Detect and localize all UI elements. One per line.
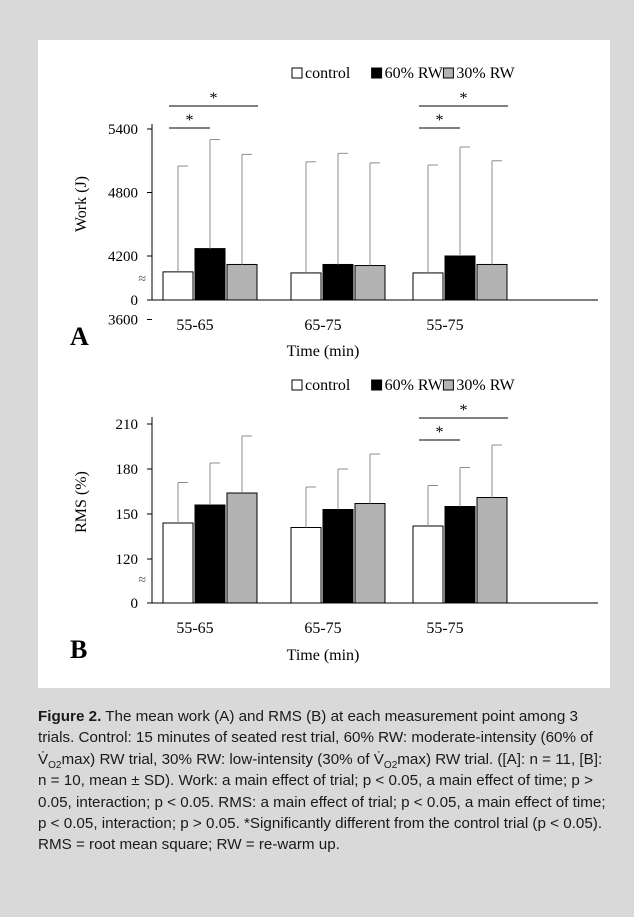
y-tick-label: 3600 bbox=[108, 313, 138, 329]
category-label: 55-65 bbox=[176, 620, 213, 637]
y-tick-label: 120 bbox=[116, 552, 139, 568]
y-tick-label: 180 bbox=[116, 462, 139, 478]
caption-sub-2: O bbox=[383, 759, 392, 771]
y-tick-label: 5400 bbox=[108, 122, 138, 138]
bar bbox=[194, 504, 226, 604]
x-axis-label: Time (min) bbox=[287, 647, 360, 664]
bar-charts: 5400 4800 4200 3600 0 ≈ Work (J) 55-65 65-75 55-7… bbox=[70, 65, 598, 664]
y-tick-label: 4200 bbox=[108, 249, 138, 265]
bar bbox=[290, 272, 322, 301]
caption-text-3: max) RW trial. ([A]: n = 11, [B]: n = 10… bbox=[38, 750, 606, 854]
legend-swatch bbox=[371, 379, 383, 391]
caption-sub-1b: 2 bbox=[55, 759, 62, 771]
legend-swatch bbox=[371, 67, 383, 79]
legend-label: control bbox=[305, 377, 351, 394]
bar bbox=[412, 525, 444, 604]
significance-star: * bbox=[436, 424, 444, 441]
bar bbox=[226, 263, 258, 301]
caption-text-1: The mean work (A) and RMS (B) at each me… bbox=[38, 708, 593, 768]
panel-label: B bbox=[70, 635, 87, 664]
category-label: 55-65 bbox=[176, 317, 213, 334]
axis-break-symbol: ≈ bbox=[138, 573, 146, 588]
legend-label: control bbox=[305, 65, 351, 82]
legend-swatch bbox=[291, 379, 303, 391]
category-label: 65-75 bbox=[304, 317, 341, 334]
category-label: 65-75 bbox=[304, 620, 341, 637]
bar bbox=[162, 522, 194, 604]
bar bbox=[476, 497, 508, 604]
significance-star: * bbox=[186, 112, 194, 129]
bar bbox=[290, 527, 322, 604]
legend-label: 30% RW bbox=[456, 65, 515, 82]
legend-swatch bbox=[291, 67, 303, 79]
caption-sub-1: O bbox=[48, 759, 56, 771]
legend-label: 30% RW bbox=[456, 377, 515, 394]
bar bbox=[162, 271, 194, 301]
bar bbox=[354, 503, 386, 604]
bar bbox=[412, 272, 444, 301]
y-tick-label: 150 bbox=[116, 507, 139, 523]
significance-star: * bbox=[210, 90, 218, 107]
legend-label: 60% RW bbox=[385, 65, 444, 82]
axis-break-symbol: ≈ bbox=[138, 272, 146, 287]
caption-sub-2b: 2 bbox=[391, 759, 398, 771]
panel-label: A bbox=[70, 322, 89, 351]
significance-star: * bbox=[460, 90, 468, 107]
x-axis-label: Time (min) bbox=[287, 343, 360, 360]
bar bbox=[354, 265, 386, 301]
legend-swatch bbox=[442, 67, 454, 79]
significance-star: * bbox=[460, 402, 468, 419]
caption-label: Figure 2. bbox=[38, 708, 102, 725]
y-axis-label: RMS (%) bbox=[73, 471, 90, 533]
bar bbox=[476, 263, 508, 301]
caption-text-2: max) RW trial, 30% RW: low-intensity (30… bbox=[61, 750, 384, 768]
category-label: 55-75 bbox=[426, 620, 463, 637]
y-axis-label: Work (J) bbox=[73, 176, 90, 232]
y-tick-label: 0 bbox=[131, 293, 139, 309]
bar bbox=[322, 263, 354, 301]
category-label: 55-75 bbox=[426, 317, 463, 334]
bar bbox=[322, 509, 354, 604]
figure-panel: 5400 4800 4200 3600 0 ≈ Work (J) 55-65 65-75 55-7… bbox=[38, 40, 610, 688]
y-tick-label: 4800 bbox=[108, 186, 138, 202]
significance-star: * bbox=[436, 112, 444, 129]
bar bbox=[444, 506, 476, 604]
y-tick-label: 0 bbox=[131, 596, 139, 612]
legend-swatch bbox=[442, 379, 454, 391]
bar bbox=[444, 255, 476, 301]
figure-caption: Figure 2. The mean work (A) and RMS (B) … bbox=[38, 706, 612, 856]
bar bbox=[194, 248, 226, 301]
legend-label: 60% RW bbox=[385, 377, 444, 394]
bar bbox=[226, 492, 258, 604]
y-tick-label: 210 bbox=[116, 417, 139, 433]
